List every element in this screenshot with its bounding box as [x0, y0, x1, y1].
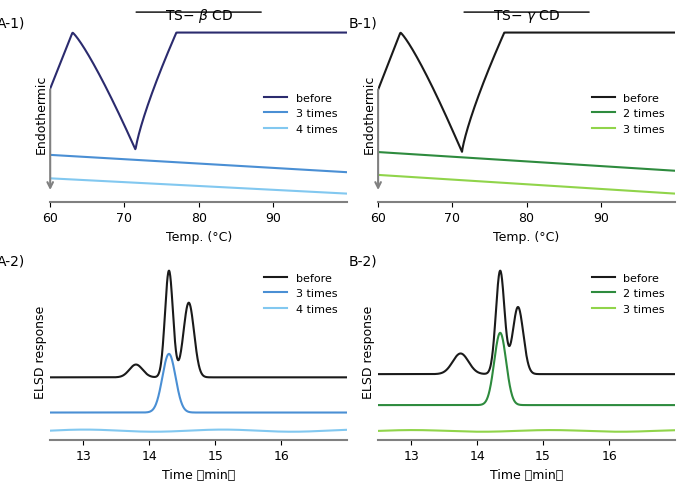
Title: TS$-$ $\beta$ CD: TS$-$ $\beta$ CD: [164, 7, 233, 25]
X-axis label: Time （min）: Time （min）: [490, 468, 563, 481]
Legend: before, 2 times, 3 times: before, 2 times, 3 times: [588, 268, 670, 319]
Legend: before, 3 times, 4 times: before, 3 times, 4 times: [260, 268, 342, 319]
X-axis label: Temp. (°C): Temp. (°C): [494, 230, 560, 244]
Text: B-2): B-2): [349, 254, 377, 268]
Text: A-1): A-1): [0, 17, 25, 31]
X-axis label: Temp. (°C): Temp. (°C): [166, 230, 232, 244]
Y-axis label: ELSD response: ELSD response: [362, 305, 375, 398]
Y-axis label: Endothermic: Endothermic: [34, 74, 48, 153]
Y-axis label: ELSD response: ELSD response: [34, 305, 48, 398]
Legend: before, 3 times, 4 times: before, 3 times, 4 times: [260, 89, 342, 139]
Text: A-2): A-2): [0, 254, 25, 268]
X-axis label: Time （min）: Time （min）: [162, 468, 235, 481]
Legend: before, 2 times, 3 times: before, 2 times, 3 times: [588, 89, 670, 139]
Text: B-1): B-1): [349, 17, 377, 31]
Title: TS$-$ $\gamma$ CD: TS$-$ $\gamma$ CD: [493, 8, 561, 25]
Y-axis label: Endothermic: Endothermic: [362, 74, 375, 153]
